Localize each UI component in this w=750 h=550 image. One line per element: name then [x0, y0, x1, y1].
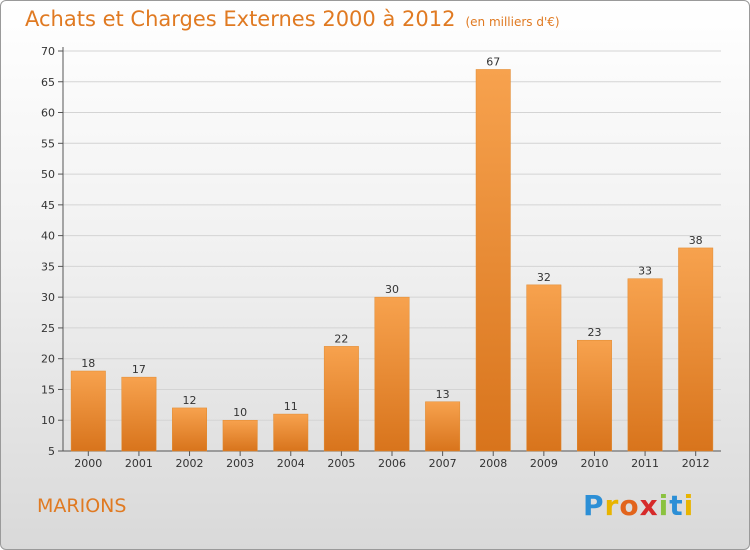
- y-tick-label: 20: [41, 353, 55, 366]
- bar-2011: [627, 278, 663, 452]
- data-label-2008: 67: [486, 55, 500, 68]
- y-tick-label: 65: [41, 76, 55, 89]
- chart-title-text: Achats et Charges Externes 2000 à 2012: [25, 7, 456, 31]
- bar-2010: [577, 339, 612, 452]
- chart-title: Achats et Charges Externes 2000 à 2012 (e…: [25, 7, 560, 31]
- y-tick-label: 55: [41, 137, 55, 150]
- data-label-2012: 38: [689, 234, 703, 247]
- data-label-2009: 32: [537, 271, 551, 284]
- y-tick-label: 60: [41, 107, 55, 120]
- x-tick-label: 2011: [631, 457, 659, 470]
- x-tick-label: 2003: [226, 457, 254, 470]
- bar-2004: [273, 413, 309, 452]
- data-label-2011: 33: [638, 265, 652, 278]
- y-tick-label: 35: [41, 260, 55, 273]
- data-label-2006: 30: [385, 283, 399, 296]
- data-label-2010: 23: [587, 326, 601, 339]
- y-tick-label: 10: [41, 414, 55, 427]
- bar-2003: [222, 419, 258, 452]
- data-label-2003: 10: [233, 406, 247, 419]
- y-tick-label: 50: [41, 168, 55, 181]
- data-label-2005: 22: [334, 332, 348, 345]
- data-label-2004: 11: [284, 400, 298, 413]
- data-label-2007: 13: [436, 388, 450, 401]
- y-tick-label: 5: [48, 445, 55, 458]
- proxiti-logo: Proxiti: [583, 489, 694, 522]
- x-tick-label: 2000: [74, 457, 102, 470]
- bar-2008: [475, 69, 511, 452]
- x-tick-label: 2007: [429, 457, 457, 470]
- y-tick-label: 30: [41, 291, 55, 304]
- x-tick-label: 2012: [682, 457, 710, 470]
- bar-2005: [323, 346, 359, 452]
- bar-2009: [526, 284, 562, 452]
- data-label-2002: 12: [183, 394, 197, 407]
- data-label-2000: 18: [81, 357, 95, 370]
- x-tick-label: 2010: [580, 457, 608, 470]
- y-tick-label: 45: [41, 199, 55, 212]
- x-tick-label: 2006: [378, 457, 406, 470]
- bar-2002: [172, 407, 207, 452]
- logo-letter: r: [604, 489, 620, 522]
- x-tick-labels: 2000 2001 2002 2003 2004 2005 2006 2007 2008 2009…: [74, 457, 709, 470]
- y-tick-label: 25: [41, 322, 55, 335]
- bar-2007: [425, 401, 461, 452]
- y-tick-label: 70: [41, 45, 55, 58]
- logo-letter: i: [658, 489, 670, 522]
- x-tick-label: 2001: [125, 457, 153, 470]
- x-tick-label: 2002: [176, 457, 204, 470]
- bar-2012: [678, 247, 714, 452]
- logo-letter: t: [669, 489, 684, 522]
- chart-subtitle: (en milliers d'€): [465, 15, 560, 29]
- x-tick-label: 2005: [327, 457, 355, 470]
- data-label-2001: 17: [132, 363, 146, 376]
- y-tick-label: 15: [41, 383, 55, 396]
- data-labels: 18 17 12 10 11 22 30 13 67 32 23 33 38: [81, 55, 702, 419]
- logo-letter: o: [619, 489, 640, 522]
- bar-2000: [70, 370, 106, 452]
- bar-2006: [374, 296, 410, 452]
- x-tick-label: 2004: [277, 457, 305, 470]
- bars: [70, 69, 714, 452]
- y-tick-labels: 5 10 15 20 25 30 35 40 45 50 55 60 65 70: [41, 45, 55, 458]
- commune-name: MARIONS: [37, 495, 127, 517]
- logo-letter: i: [683, 489, 695, 522]
- y-tick-label: 40: [41, 230, 55, 243]
- logo-letter: P: [583, 489, 605, 522]
- logo-letter: x: [639, 489, 659, 522]
- x-tick-label: 2008: [479, 457, 507, 470]
- x-tick-label: 2009: [530, 457, 558, 470]
- bar-2001: [121, 376, 157, 452]
